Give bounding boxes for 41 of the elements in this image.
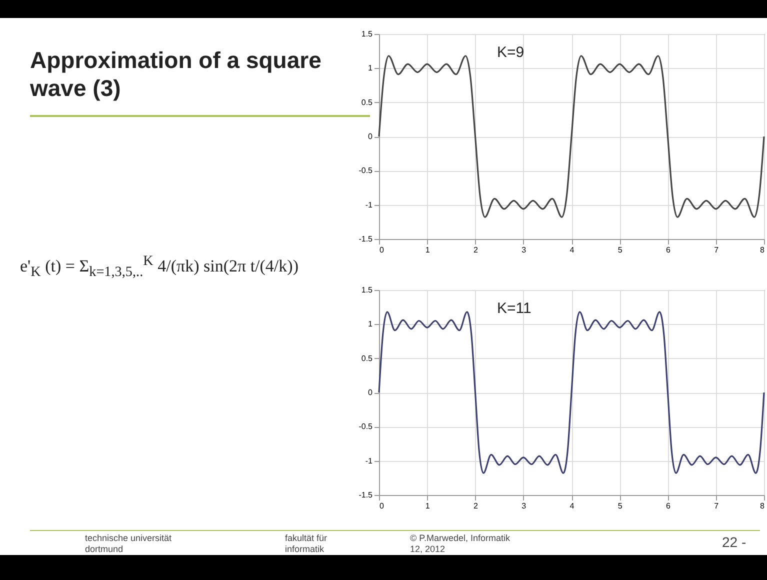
x-tick-label: 1 — [425, 246, 430, 254]
line-series — [378, 311, 765, 474]
x-tick-label: 5 — [618, 246, 623, 254]
y-tick-label: 0 — [368, 132, 374, 141]
y-tick-label: -1 — [365, 456, 374, 466]
annotation: K=9 — [497, 44, 524, 61]
x-tick-label: 6 — [666, 502, 672, 510]
x-tick-label: 6 — [666, 246, 672, 254]
y-tick-label: 1.5 — [361, 286, 374, 294]
x-tick-label: 7 — [714, 246, 720, 254]
y-tick-label: -1 — [365, 200, 374, 210]
annotation: K=11 — [497, 300, 532, 317]
x-tick-label: 7 — [714, 502, 720, 510]
y-tick-label: -0.5 — [358, 422, 374, 432]
x-tick-label: 4 — [570, 246, 575, 254]
y-tick-label: -1.5 — [358, 490, 374, 500]
text: fakultät für informatik — [285, 533, 328, 555]
y-tick-label: 0 — [368, 388, 374, 397]
y-tick-label: -1.5 — [358, 234, 374, 244]
x-tick-label: 5 — [618, 502, 623, 510]
y-tick-label: 1 — [368, 64, 374, 73]
y-tick-label: 0.5 — [361, 354, 374, 363]
text: © P.Marwedel, Informatik 12, 2012 — [410, 533, 512, 555]
y-tick-label: -0.5 — [358, 166, 374, 176]
x-tick-label: 4 — [570, 502, 575, 510]
y-tick-label: 1.5 — [361, 30, 374, 38]
x-tick-label: 8 — [760, 246, 766, 254]
x-tick-label: 3 — [522, 502, 527, 510]
x-tick-label: 0 — [380, 502, 384, 510]
text: technische universität dortmund — [85, 533, 173, 555]
text: Approximation of a square wave (3) — [30, 46, 322, 102]
y-tick-label: 1 — [368, 320, 374, 329]
x-tick-label: 2 — [474, 246, 479, 254]
x-tick-label: 2 — [474, 502, 479, 510]
y-tick-label: 0.5 — [361, 98, 374, 107]
x-tick-label: 0 — [380, 246, 384, 254]
x-tick-label: 1 — [425, 502, 430, 510]
x-tick-label: 8 — [760, 502, 766, 510]
text: 22 - — [722, 534, 746, 550]
text: e'$_{K}$ (t) = Σ$_{k=1,3,5,..}$$^{K}$ 4/(πk) sin(2π t/(4/k)) — [20, 253, 300, 282]
x-tick-label: 3 — [522, 246, 527, 254]
